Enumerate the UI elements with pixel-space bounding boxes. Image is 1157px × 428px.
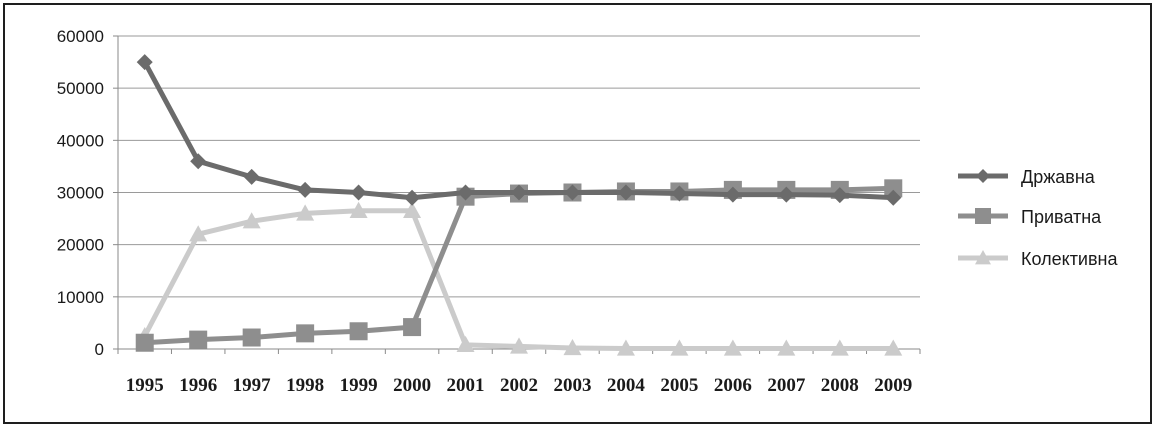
- data-point-square: [884, 179, 903, 198]
- data-point-diamond: [511, 184, 527, 201]
- x-tick-label: 2001: [447, 375, 485, 396]
- y-tick-label: 30000: [57, 184, 104, 203]
- y-tick-label: 40000: [57, 131, 104, 150]
- legend-item: Колективна: [958, 249, 1118, 269]
- x-tick-label: 1998: [286, 375, 324, 396]
- y-tick-label: 60000: [57, 27, 104, 46]
- data-point-diamond: [976, 169, 990, 183]
- data-point-triangle: [563, 338, 582, 356]
- data-point-diamond: [190, 153, 207, 170]
- data-point-diamond: [297, 181, 314, 198]
- data-point-triangle: [975, 250, 991, 265]
- legend-label: Државна: [1021, 167, 1096, 187]
- x-tick-label: 2000: [393, 375, 431, 396]
- x-tick-label: 1995: [126, 375, 164, 396]
- data-point-diamond: [243, 168, 260, 185]
- data-point-triangle: [884, 339, 903, 356]
- data-point-square: [403, 318, 422, 337]
- x-tick-label: 2008: [821, 375, 859, 396]
- data-point-triangle: [349, 201, 368, 218]
- legend-label: Колективна: [1021, 249, 1118, 269]
- data-point-diamond: [724, 186, 741, 203]
- series-lines: [135, 54, 903, 356]
- y-tick-label: 10000: [57, 288, 104, 307]
- series-1: [136, 54, 902, 206]
- data-point-triangle: [242, 212, 261, 229]
- x-tick-label: 2003: [553, 375, 591, 396]
- series-line: [142, 208, 894, 351]
- y-axis-ticks: 0 10000 20000 30000 40000 50000 60000: [57, 27, 104, 359]
- data-point-triangle: [296, 204, 315, 221]
- x-tick-label: 2002: [500, 375, 538, 396]
- data-point-diamond: [617, 184, 634, 201]
- y-tick-label: 0: [95, 340, 104, 359]
- data-point-triangle: [189, 225, 208, 242]
- data-point-diamond: [457, 184, 474, 201]
- data-point-diamond: [831, 187, 848, 204]
- x-tick-label: 2005: [660, 375, 698, 396]
- data-point-square: [296, 324, 315, 343]
- x-tick-label: 2004: [607, 375, 646, 396]
- data-point-diamond: [350, 184, 367, 201]
- gridlines: [118, 35, 920, 298]
- y-tick-label: 50000: [57, 79, 104, 98]
- x-tick-label: 1997: [233, 375, 272, 396]
- data-point-diamond: [778, 186, 795, 203]
- series-3: [135, 201, 903, 356]
- data-point-triangle: [403, 201, 422, 218]
- data-point-square: [135, 333, 154, 352]
- data-point-square: [189, 330, 208, 349]
- data-point-triangle: [670, 339, 689, 356]
- x-tick-label: 2007: [767, 375, 806, 396]
- x-tick-label: 2009: [874, 375, 912, 396]
- data-point-square: [242, 328, 261, 347]
- data-point-square: [349, 322, 368, 341]
- data-point-diamond: [671, 185, 688, 202]
- data-point-triangle: [777, 339, 796, 356]
- x-tick-label: 1996: [179, 375, 217, 396]
- data-point-diamond: [564, 184, 581, 201]
- data-point-triangle: [723, 339, 742, 356]
- data-point-diamond: [404, 189, 421, 206]
- legend-label: Приватна: [1021, 207, 1102, 227]
- series-line: [144, 185, 894, 346]
- x-tick-label: 2006: [714, 375, 752, 396]
- data-point-triangle: [456, 335, 475, 353]
- data-point-diamond: [885, 189, 902, 206]
- data-point-diamond: [136, 54, 153, 71]
- legend: Државна Приватна Колективна: [958, 167, 1118, 269]
- legend-item: Приватна: [958, 207, 1102, 227]
- data-point-triangle: [510, 337, 528, 354]
- data-point-triangle: [616, 339, 635, 356]
- y-tick-label: 20000: [57, 236, 104, 255]
- legend-item: Државна: [958, 167, 1096, 187]
- data-point-triangle: [830, 339, 849, 356]
- x-tick-label: 1999: [340, 375, 378, 396]
- series-2: [135, 179, 903, 352]
- x-axis-ticks: 1995 1996 1997 1998 1999 2000 2001 2002 2003 2004…: [126, 375, 913, 396]
- data-point-square: [975, 208, 991, 224]
